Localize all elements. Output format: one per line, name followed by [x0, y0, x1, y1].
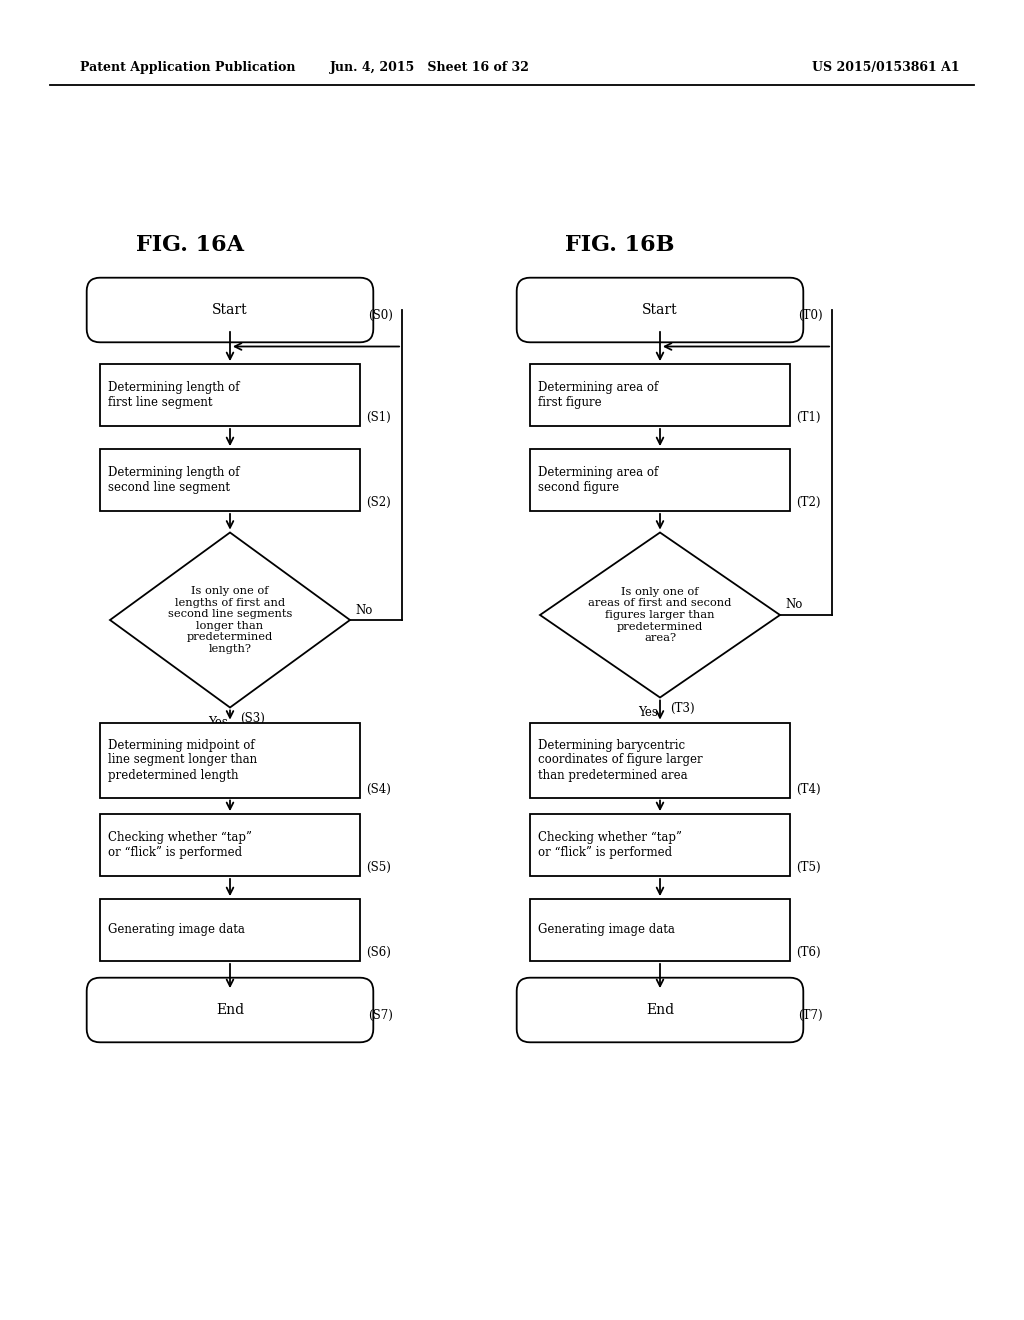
Bar — [530, 814, 790, 876]
Text: No: No — [355, 603, 373, 616]
Text: Is only one of
areas of first and second
figures larger than
predetermined
area?: Is only one of areas of first and second… — [589, 587, 732, 643]
Polygon shape — [110, 532, 350, 708]
Text: (T1): (T1) — [796, 411, 820, 424]
Text: Start: Start — [642, 304, 678, 317]
Text: Patent Application Publication: Patent Application Publication — [80, 62, 296, 74]
Text: End: End — [646, 1003, 674, 1016]
Text: Yes: Yes — [638, 705, 658, 718]
Bar — [100, 722, 360, 797]
Text: (T0): (T0) — [798, 309, 822, 322]
Text: Determining length of
first line segment: Determining length of first line segment — [108, 381, 240, 409]
Bar — [100, 364, 360, 426]
Text: (S0): (S0) — [368, 309, 393, 322]
Text: No: No — [785, 598, 803, 611]
Text: Determining area of
second figure: Determining area of second figure — [538, 466, 658, 494]
Text: US 2015/0153861 A1: US 2015/0153861 A1 — [812, 62, 961, 74]
Bar — [100, 449, 360, 511]
Text: Checking whether “tap”
or “flick” is performed: Checking whether “tap” or “flick” is per… — [538, 832, 682, 859]
Text: Start: Start — [212, 304, 248, 317]
Text: Generating image data: Generating image data — [108, 924, 245, 936]
Text: Determining length of
second line segment: Determining length of second line segmen… — [108, 466, 240, 494]
Text: (T3): (T3) — [670, 701, 694, 714]
Text: End: End — [216, 1003, 244, 1016]
Text: FIG. 16B: FIG. 16B — [565, 234, 675, 256]
Bar — [100, 814, 360, 876]
Text: (T2): (T2) — [796, 496, 820, 510]
Text: Determining midpoint of
line segment longer than
predetermined length: Determining midpoint of line segment lon… — [108, 738, 257, 781]
Text: Yes: Yes — [208, 715, 228, 729]
Text: Jun. 4, 2015   Sheet 16 of 32: Jun. 4, 2015 Sheet 16 of 32 — [330, 62, 530, 74]
Text: Determining area of
first figure: Determining area of first figure — [538, 381, 658, 409]
Text: (S2): (S2) — [366, 496, 391, 510]
Text: (T4): (T4) — [796, 783, 820, 796]
Text: Determining barycentric
coordinates of figure larger
than predetermined area: Determining barycentric coordinates of f… — [538, 738, 702, 781]
FancyBboxPatch shape — [87, 277, 374, 342]
FancyBboxPatch shape — [517, 978, 803, 1043]
Bar — [530, 449, 790, 511]
Text: (S1): (S1) — [366, 411, 391, 424]
Text: (T6): (T6) — [796, 946, 820, 960]
Text: Is only one of
lengths of first and
second line segments
longer than
predetermin: Is only one of lengths of first and seco… — [168, 586, 292, 653]
Text: (S4): (S4) — [366, 783, 391, 796]
Text: (S6): (S6) — [366, 946, 391, 960]
Text: FIG. 16A: FIG. 16A — [136, 234, 244, 256]
Text: (T5): (T5) — [796, 861, 820, 874]
Text: Checking whether “tap”
or “flick” is performed: Checking whether “tap” or “flick” is per… — [108, 832, 252, 859]
FancyBboxPatch shape — [87, 978, 374, 1043]
Text: (S5): (S5) — [366, 861, 391, 874]
Text: (S3): (S3) — [240, 711, 265, 725]
Bar — [530, 364, 790, 426]
FancyBboxPatch shape — [517, 277, 803, 342]
Bar — [100, 899, 360, 961]
Bar — [530, 899, 790, 961]
Polygon shape — [540, 532, 780, 697]
Bar — [530, 722, 790, 797]
Text: Generating image data: Generating image data — [538, 924, 675, 936]
Text: (S7): (S7) — [368, 1008, 393, 1022]
Text: (T7): (T7) — [798, 1008, 822, 1022]
